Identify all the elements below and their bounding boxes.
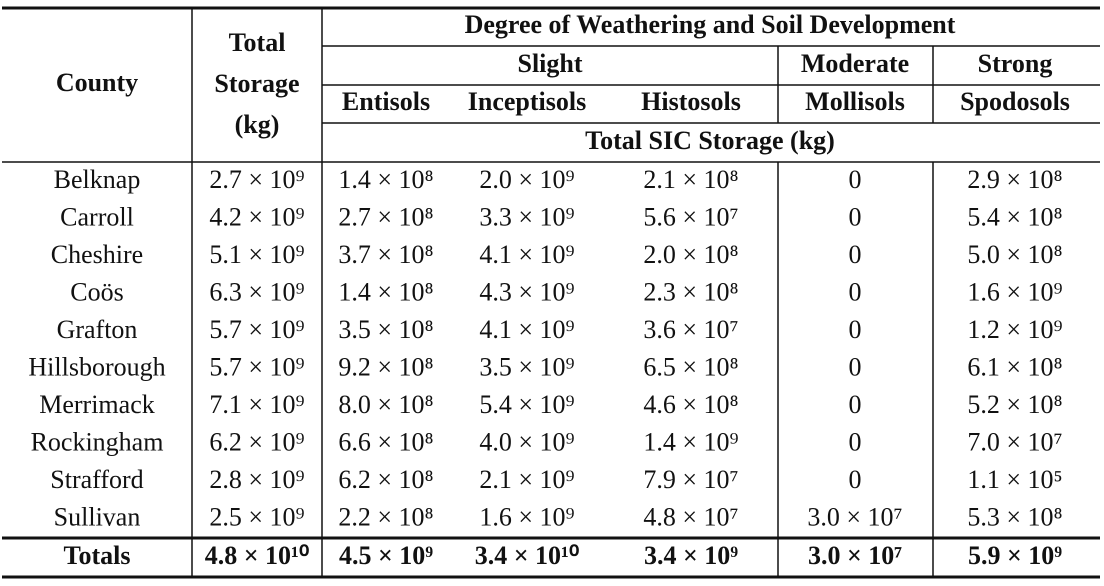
cell: 6.2 × 10⁸ xyxy=(338,465,433,494)
county: Grafton xyxy=(57,315,138,344)
cell: 1.2 × 10⁹ xyxy=(967,315,1062,344)
cell: 6.6 × 10⁸ xyxy=(338,427,433,456)
cell: 2.7 × 10⁸ xyxy=(338,202,433,231)
county: Hillsborough xyxy=(28,352,165,381)
cell: 1.4 × 10⁹ xyxy=(643,427,738,456)
cell: 2.1 × 10⁹ xyxy=(479,465,574,494)
cell: 2.9 × 10⁸ xyxy=(967,165,1062,194)
cell: 5.6 × 10⁷ xyxy=(643,202,738,231)
cell: 5.7 × 10⁹ xyxy=(209,315,304,344)
cell: 6.3 × 10⁹ xyxy=(209,277,304,306)
cell: 5.3 × 10⁸ xyxy=(967,502,1062,531)
header: County xyxy=(56,68,138,97)
cell: 0 xyxy=(849,427,862,456)
total-cell: 5.9 × 10⁹ xyxy=(968,541,1062,570)
cell: 4.0 × 10⁹ xyxy=(479,427,574,456)
header: Mollisols xyxy=(805,87,905,116)
cell: 2.7 × 10⁹ xyxy=(209,165,304,194)
cell: 7.0 × 10⁷ xyxy=(967,427,1062,456)
header: (kg) xyxy=(235,110,280,139)
cell: 0 xyxy=(849,202,862,231)
county: Sullivan xyxy=(54,502,141,531)
cell: 8.0 × 10⁸ xyxy=(338,390,433,419)
total-cell: Totals xyxy=(64,541,131,570)
cell: 4.2 × 10⁹ xyxy=(209,202,304,231)
cell: 0 xyxy=(849,165,862,194)
cell: 1.6 × 10⁹ xyxy=(967,277,1062,306)
header: Spodosols xyxy=(960,87,1070,116)
cell: 9.2 × 10⁸ xyxy=(338,352,433,381)
header: Total SIC Storage (kg) xyxy=(585,126,835,155)
cell: 4.6 × 10⁸ xyxy=(643,390,738,419)
cell: 5.7 × 10⁹ xyxy=(209,352,304,381)
cell: 5.2 × 10⁸ xyxy=(967,390,1062,419)
cell: 1.4 × 10⁸ xyxy=(338,277,433,306)
cell: 5.4 × 10⁹ xyxy=(479,390,574,419)
county: Cheshire xyxy=(51,240,143,269)
cell: 4.3 × 10⁹ xyxy=(479,277,574,306)
cell: 3.5 × 10⁸ xyxy=(338,315,433,344)
cell: 1.4 × 10⁸ xyxy=(338,165,433,194)
cell: 0 xyxy=(849,277,862,306)
cell: 2.5 × 10⁹ xyxy=(209,502,304,531)
cell: 5.0 × 10⁸ xyxy=(967,240,1062,269)
cell: 6.5 × 10⁸ xyxy=(643,352,738,381)
cell: 6.2 × 10⁹ xyxy=(209,427,304,456)
cell: 0 xyxy=(849,315,862,344)
header: Slight xyxy=(517,49,582,78)
cell: 7.9 × 10⁷ xyxy=(643,465,738,494)
header: Total xyxy=(229,28,286,57)
cell: 3.3 × 10⁹ xyxy=(479,202,574,231)
cell: 0 xyxy=(849,240,862,269)
cell: 1.6 × 10⁹ xyxy=(479,502,574,531)
cell: 3.6 × 10⁷ xyxy=(643,315,738,344)
header: Strong xyxy=(978,49,1053,78)
header: Degree of Weathering and Soil Developmen… xyxy=(465,10,956,39)
cell: 2.1 × 10⁸ xyxy=(643,165,738,194)
county: Merrimack xyxy=(39,390,155,419)
cell: 0 xyxy=(849,352,862,381)
cell: 2.2 × 10⁸ xyxy=(338,502,433,531)
cell: 2.0 × 10⁸ xyxy=(643,240,738,269)
cell: 5.4 × 10⁸ xyxy=(967,202,1062,231)
total-cell: 3.4 × 10¹⁰ xyxy=(475,541,580,570)
header: Moderate xyxy=(801,49,909,78)
cell: 3.5 × 10⁹ xyxy=(479,352,574,381)
county: Strafford xyxy=(50,465,143,494)
cell: 7.1 × 10⁹ xyxy=(209,390,304,419)
county: Coös xyxy=(70,277,123,306)
total-cell: 4.8 × 10¹⁰ xyxy=(205,541,310,570)
cell: 2.0 × 10⁹ xyxy=(479,165,574,194)
header: Entisols xyxy=(342,87,430,116)
cell: 6.1 × 10⁸ xyxy=(967,352,1062,381)
cell: 4.1 × 10⁹ xyxy=(479,315,574,344)
cell: 3.7 × 10⁸ xyxy=(338,240,433,269)
cell: 0 xyxy=(849,465,862,494)
county: Rockingham xyxy=(31,427,164,456)
cell: 2.3 × 10⁸ xyxy=(643,277,738,306)
cell: 2.8 × 10⁹ xyxy=(209,465,304,494)
total-cell: 4.5 × 10⁹ xyxy=(339,541,433,570)
cell: 4.8 × 10⁷ xyxy=(643,502,738,531)
county: Carroll xyxy=(60,202,134,231)
total-cell: 3.4 × 10⁹ xyxy=(644,541,738,570)
cell: 3.0 × 10⁷ xyxy=(807,502,902,531)
total-cell: 3.0 × 10⁷ xyxy=(808,541,902,570)
county: Belknap xyxy=(54,165,141,194)
cell: 4.1 × 10⁹ xyxy=(479,240,574,269)
cell: 0 xyxy=(849,390,862,419)
header: Histosols xyxy=(641,87,741,116)
header: Storage xyxy=(214,69,299,98)
header: Inceptisols xyxy=(468,87,586,116)
cell: 1.1 × 10⁵ xyxy=(967,465,1062,494)
cell: 5.1 × 10⁹ xyxy=(209,240,304,269)
